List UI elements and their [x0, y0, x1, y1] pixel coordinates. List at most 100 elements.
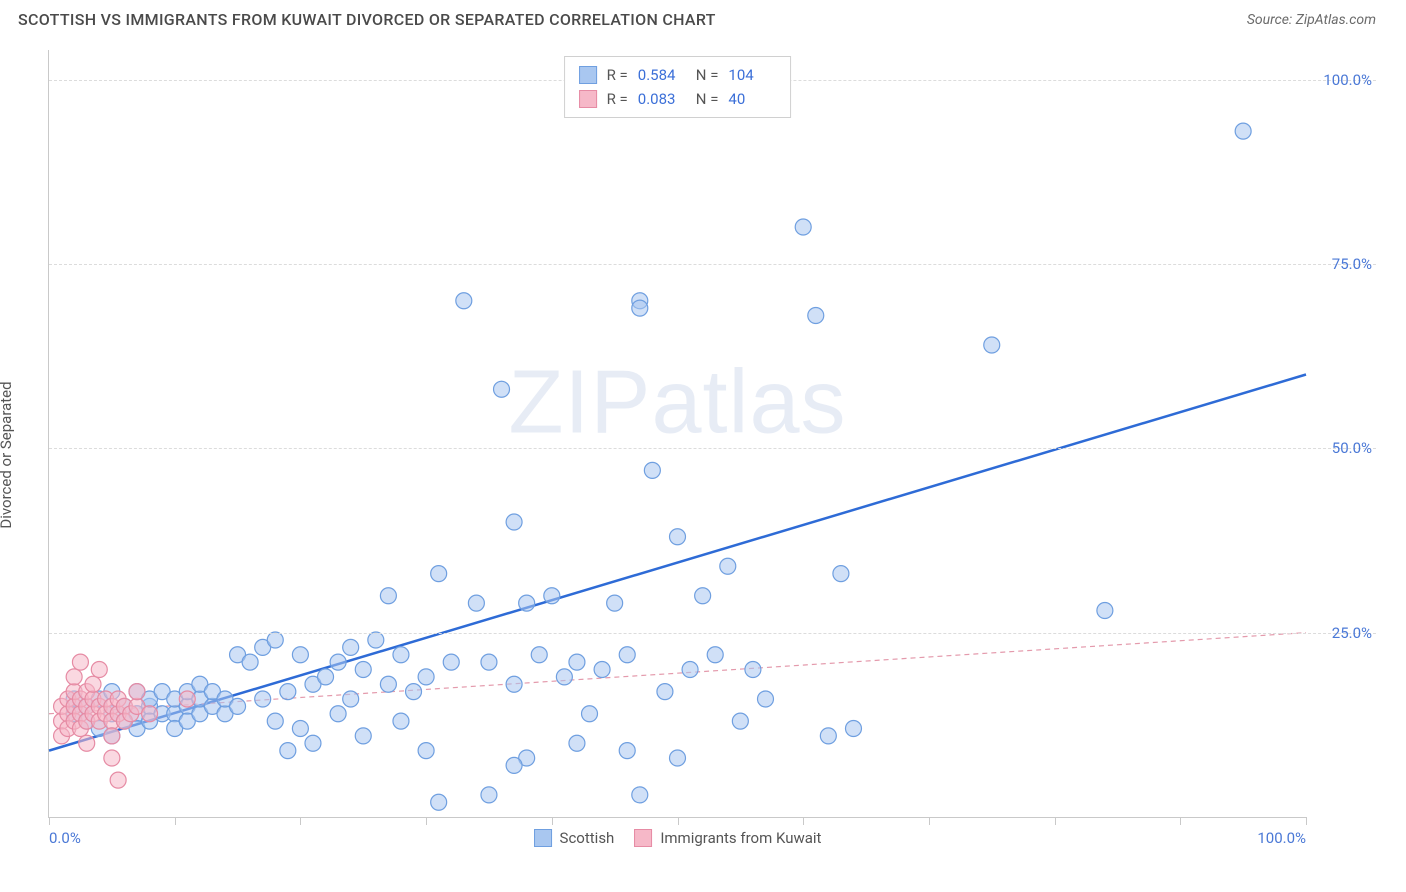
- data-point: [318, 669, 334, 685]
- legend-item-kuwait: Immigrants from Kuwait: [634, 829, 821, 847]
- y-tick-label: 50.0%: [1332, 439, 1372, 457]
- data-point: [368, 632, 384, 648]
- data-point: [343, 691, 359, 707]
- data-point: [443, 654, 459, 670]
- legend-label-kuwait: Immigrants from Kuwait: [660, 829, 821, 847]
- trend-line: [49, 375, 1306, 751]
- chart-container: Divorced or Separated ZIPatlas R = 0.584…: [18, 42, 1376, 868]
- chart-header: SCOTTISH VS IMMIGRANTS FROM KUWAIT DIVOR…: [0, 0, 1406, 35]
- y-tick-label: 25.0%: [1332, 624, 1372, 642]
- data-point: [468, 595, 484, 611]
- gridline: [49, 448, 1376, 449]
- legend-item-scottish: Scottish: [534, 829, 615, 847]
- data-point: [582, 706, 598, 722]
- data-point: [242, 654, 258, 670]
- data-point: [632, 787, 648, 803]
- legend-r-label: R =: [607, 87, 628, 111]
- data-point: [179, 691, 195, 707]
- data-point: [330, 654, 346, 670]
- data-point: [66, 669, 82, 685]
- data-point: [619, 647, 635, 663]
- data-point: [506, 757, 522, 773]
- y-tick-label: 100.0%: [1323, 71, 1372, 89]
- data-point: [506, 676, 522, 692]
- data-point: [795, 219, 811, 235]
- x-tick: [678, 817, 679, 825]
- legend-n-label: N =: [696, 63, 719, 87]
- legend-label-scottish: Scottish: [560, 829, 615, 847]
- data-point: [556, 669, 572, 685]
- x-tick: [929, 817, 930, 825]
- legend-r-value-1: 0.083: [638, 87, 686, 111]
- data-point: [594, 662, 610, 678]
- data-point: [380, 676, 396, 692]
- data-point: [393, 713, 409, 729]
- data-point: [79, 735, 95, 751]
- x-tick: [803, 817, 804, 825]
- y-axis-label: Divorced or Separated: [0, 381, 15, 528]
- data-point: [343, 639, 359, 655]
- y-tick-label: 75.0%: [1332, 255, 1372, 273]
- data-point: [456, 293, 472, 309]
- data-point: [418, 669, 434, 685]
- data-point: [670, 529, 686, 545]
- data-point: [607, 595, 623, 611]
- data-point: [280, 684, 296, 700]
- data-point: [519, 595, 535, 611]
- data-point: [305, 735, 321, 751]
- legend-swatch-scottish-icon: [534, 829, 552, 847]
- data-point: [129, 684, 145, 700]
- data-point: [619, 743, 635, 759]
- legend-swatch-kuwait: [579, 90, 597, 108]
- data-point: [720, 558, 736, 574]
- data-point: [732, 713, 748, 729]
- legend-r-label: R =: [607, 63, 628, 87]
- legend-r-value-0: 0.584: [638, 63, 686, 87]
- data-point: [104, 750, 120, 766]
- gridline: [49, 264, 1376, 265]
- x-tick: [49, 817, 50, 825]
- data-point: [657, 684, 673, 700]
- legend-n-label: N =: [696, 87, 719, 111]
- legend-n-value-1: 40: [728, 87, 776, 111]
- data-point: [494, 381, 510, 397]
- data-point: [292, 721, 308, 737]
- data-point: [142, 706, 158, 722]
- data-point: [230, 698, 246, 714]
- x-tick: [1306, 817, 1307, 825]
- x-tick: [300, 817, 301, 825]
- data-point: [984, 337, 1000, 353]
- data-point: [1097, 603, 1113, 619]
- data-point: [255, 691, 271, 707]
- data-point: [757, 691, 773, 707]
- gridline: [49, 633, 1376, 634]
- data-point: [745, 662, 761, 678]
- data-point: [845, 721, 861, 737]
- data-point: [267, 713, 283, 729]
- chart-source: Source: ZipAtlas.com: [1247, 12, 1376, 28]
- legend-stats-row-1: R = 0.083 N = 40: [579, 87, 777, 111]
- data-point: [292, 647, 308, 663]
- data-point: [670, 750, 686, 766]
- data-point: [695, 588, 711, 604]
- legend-stats-row-0: R = 0.584 N = 104: [579, 63, 777, 87]
- plot-svg: [49, 50, 1306, 817]
- data-point: [355, 662, 371, 678]
- data-point: [104, 728, 120, 744]
- x-tick-label: 100.0%: [1257, 829, 1306, 847]
- data-point: [682, 662, 698, 678]
- data-point: [833, 566, 849, 582]
- data-point: [72, 654, 88, 670]
- data-point: [808, 308, 824, 324]
- data-point: [91, 662, 107, 678]
- data-point: [644, 462, 660, 478]
- data-point: [531, 647, 547, 663]
- data-point: [481, 787, 497, 803]
- legend-swatch-scottish: [579, 66, 597, 84]
- plot-area: ZIPatlas R = 0.584 N = 104 R = 0.083 N =…: [48, 50, 1306, 818]
- legend-n-value-0: 104: [728, 63, 776, 87]
- chart-title: SCOTTISH VS IMMIGRANTS FROM KUWAIT DIVOR…: [18, 10, 716, 29]
- data-point: [544, 588, 560, 604]
- data-point: [418, 743, 434, 759]
- x-tick: [1180, 817, 1181, 825]
